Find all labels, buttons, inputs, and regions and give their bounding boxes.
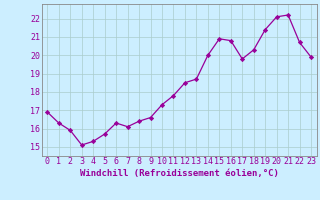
X-axis label: Windchill (Refroidissement éolien,°C): Windchill (Refroidissement éolien,°C) bbox=[80, 169, 279, 178]
